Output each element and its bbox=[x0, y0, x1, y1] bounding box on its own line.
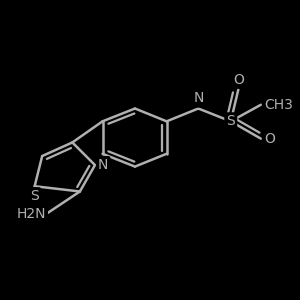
Text: S: S bbox=[226, 114, 235, 128]
Text: N: N bbox=[98, 158, 108, 172]
Text: O: O bbox=[233, 73, 244, 87]
Text: H2N: H2N bbox=[16, 207, 46, 221]
Text: N: N bbox=[193, 92, 203, 106]
Text: S: S bbox=[30, 189, 39, 203]
Text: CH3: CH3 bbox=[264, 98, 293, 112]
Text: O: O bbox=[264, 132, 275, 146]
